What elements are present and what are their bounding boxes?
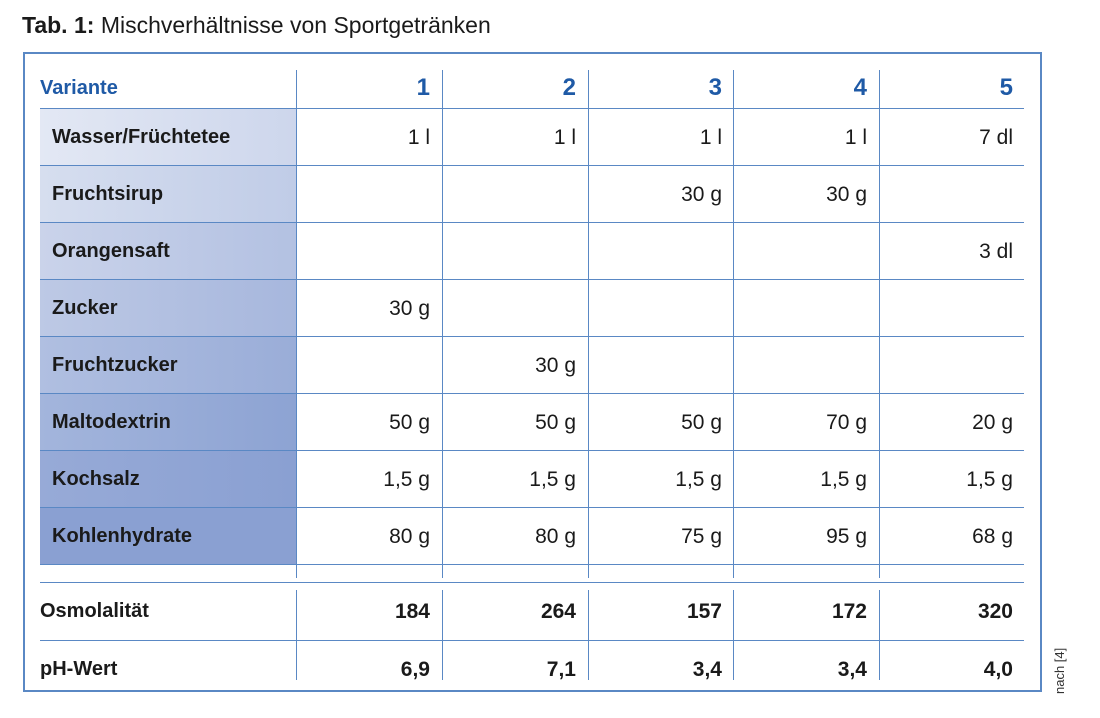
column-divider — [733, 70, 734, 578]
table-cell: 50 g — [681, 410, 722, 434]
row-label: Wasser/Früchtetee — [40, 109, 296, 166]
table-cell: 7 dl — [979, 125, 1013, 149]
row-label: Maltodextrin — [40, 394, 296, 451]
table-cell — [879, 280, 1025, 337]
table-cell: 30 g — [535, 353, 576, 377]
table-cell — [733, 223, 879, 280]
source-note: nach [4] — [1052, 647, 1067, 694]
column-divider — [442, 590, 443, 680]
column-divider — [296, 70, 297, 578]
table-cell: 1,5 g — [675, 467, 722, 491]
caption-label: Tab. 1: — [22, 12, 95, 38]
table-cell: 50 g — [389, 410, 430, 434]
table-cell — [296, 337, 442, 394]
column-divider — [442, 70, 443, 578]
row-divider — [40, 336, 1024, 337]
table-cell: 50 g — [535, 410, 576, 434]
row-divider — [40, 640, 1024, 641]
row-label: Fruchtzucker — [40, 337, 296, 394]
row-label: Fruchtsirup — [40, 166, 296, 223]
row-label: Kohlenhydrate — [40, 508, 296, 565]
column-divider — [733, 590, 734, 680]
row-label: Orangensaft — [40, 223, 296, 280]
table-cell — [588, 280, 734, 337]
table-cell: 80 g — [535, 524, 576, 548]
row-divider — [40, 507, 1024, 508]
table-cell: 1,5 g — [820, 467, 867, 491]
table-cell: 30 g — [681, 182, 722, 206]
table-cell: 20 g — [972, 410, 1013, 434]
column-divider — [296, 590, 297, 680]
caption-title: Mischverhältnisse von Sportgetränken — [100, 12, 491, 38]
table-cell — [442, 223, 588, 280]
row-divider — [40, 582, 1024, 583]
table-cell: 1 l — [844, 125, 867, 149]
table-cell: 80 g — [389, 524, 430, 548]
table-cell — [879, 166, 1025, 223]
summary-cell: 3,4 — [837, 657, 867, 681]
table-cell — [296, 166, 442, 223]
row-divider — [40, 165, 1024, 166]
summary-cell: 6,9 — [400, 657, 430, 681]
summary-row-label: pH-Wert — [40, 658, 118, 680]
table-cell: 95 g — [826, 524, 867, 548]
summary-cell: 7,1 — [546, 657, 576, 681]
table-cell: 1 l — [553, 125, 576, 149]
row-divider — [40, 564, 1024, 565]
column-header-5: 5 — [999, 74, 1013, 101]
row-label: Kochsalz — [40, 451, 296, 508]
table-cell: 1,5 g — [529, 467, 576, 491]
table-cell — [442, 280, 588, 337]
table-cell: 3 dl — [979, 239, 1013, 263]
column-header-3: 3 — [708, 74, 722, 101]
table-cell: 70 g — [826, 410, 867, 434]
summary-cell: 4,0 — [983, 657, 1013, 681]
variant-header: Variante — [40, 76, 118, 99]
table-cell — [733, 280, 879, 337]
row-divider — [40, 222, 1024, 223]
row-divider — [40, 450, 1024, 451]
column-header-1: 1 — [416, 74, 430, 101]
table-cell — [733, 337, 879, 394]
table-cell: 68 g — [972, 524, 1013, 548]
table-caption: Tab. 1: Mischverhältnisse von Sportgeträ… — [22, 10, 491, 40]
summary-cell: 184 — [394, 599, 430, 623]
summary-row-label: Osmolalität — [40, 600, 149, 622]
summary-cell: 320 — [977, 599, 1013, 623]
row-label: Zucker — [40, 280, 296, 337]
column-divider — [588, 70, 589, 578]
column-divider — [588, 590, 589, 680]
table-cell: 1 l — [407, 125, 430, 149]
table-cell: 1 l — [699, 125, 722, 149]
column-header-4: 4 — [853, 74, 867, 101]
column-divider — [879, 70, 880, 578]
summary-cell: 264 — [540, 599, 576, 623]
summary-cell: 172 — [831, 599, 867, 623]
table-cell: 30 g — [389, 296, 430, 320]
row-divider — [40, 279, 1024, 280]
table-cell — [442, 166, 588, 223]
summary-cell: 3,4 — [692, 657, 722, 681]
table-cell: 1,5 g — [383, 467, 430, 491]
column-divider — [879, 590, 880, 680]
table-cell — [588, 223, 734, 280]
table-cell — [588, 337, 734, 394]
table-cell — [879, 337, 1025, 394]
row-divider — [40, 108, 1024, 109]
table-cell: 30 g — [826, 182, 867, 206]
column-header-2: 2 — [562, 74, 576, 101]
table-cell — [296, 223, 442, 280]
summary-cell: 157 — [686, 599, 722, 623]
row-divider — [40, 393, 1024, 394]
table-cell: 75 g — [681, 524, 722, 548]
table-cell: 1,5 g — [966, 467, 1013, 491]
